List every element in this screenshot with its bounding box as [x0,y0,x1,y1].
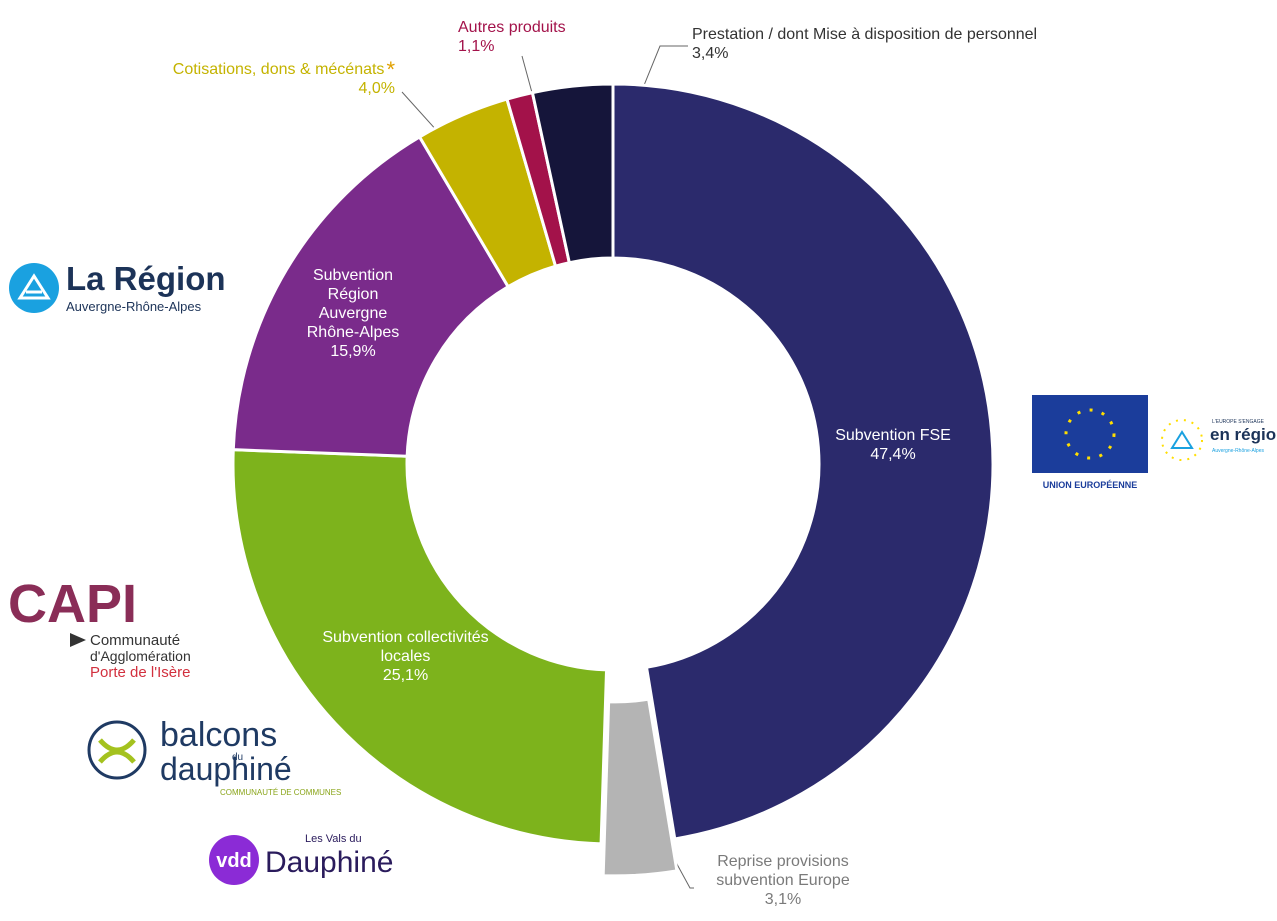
slice [601,697,679,878]
slice-label: Reprise provisions subvention Europe 3,1% [698,852,868,909]
logo-region: La Région Auvergne-Rhône-Alpes [9,260,226,314]
logo-text: Communauté [90,632,180,649]
logo-text: en région [1210,425,1277,444]
logo-capi: CAPI Communauté d'Agglomération Porte de… [8,574,191,681]
label-value: 4,0% [358,80,395,97]
logo-icon [209,835,259,885]
logo-icon [98,738,136,764]
logo-text: vdd [216,850,252,872]
logo-text: balcons [160,716,277,754]
logo-text: Dauphiné [265,846,393,879]
label-value: 1,1% [458,38,495,55]
logo-text: La Région [66,260,226,297]
logo-text: Auvergne-Rhône-Alpes [66,299,202,314]
label-value: 47,4% [870,446,916,463]
logo-text: d'Agglomération [90,648,191,664]
slice [231,448,609,846]
slice-label: Subvention collectivités locales 25,1% [318,628,493,685]
logo-icon [17,273,51,300]
label-value: 3,1% [764,891,802,908]
label-name: Prestation / dont Mise à disposition de … [692,26,1038,43]
label-name: Subvention collectivités locales [322,629,489,665]
slice-label: Autres produits 1,1% [458,18,588,56]
logo-text: CAPI [8,574,137,634]
logo-icon [9,263,59,313]
label-value: 25,1% [382,667,429,684]
slice-label: Subvention Région Auvergne Rhône-Alpes 15… [298,266,408,361]
logo-icon [87,720,147,780]
logo-text: du [232,752,243,763]
logo-icon [1161,419,1203,461]
logo-text: COMMUNAUTÉ DE COMMUNES [220,788,341,797]
logo-text: Auvergne-Rhône-Alpes [1212,448,1264,454]
slice-label: Prestation / dont Mise à disposition de … [692,25,1162,63]
logo-vdd: vdd Les Vals du Dauphiné [209,833,393,885]
logo-eu: UNION EUROPÉENNE L'EUROPE S'ENGAGE en ré… [1032,395,1277,490]
label-name: Reprise provisions subvention Europe [716,853,850,889]
eu-flag [1032,395,1148,473]
logo-text: Porte de l'Isère [90,664,190,681]
slice-label: Subvention FSE 47,4% [823,426,963,464]
label-value: 15,9% [330,343,376,360]
slice-label: Cotisations, dons & mécénats* 4,0% [110,57,395,98]
logo-icon [1170,430,1194,449]
slice [231,134,511,458]
eu-stars [1064,408,1116,460]
annotation: * [386,57,395,82]
label-name: Cotisations, dons & mécénats [172,61,385,78]
label-name: Subvention FSE [835,427,951,444]
logo-text: dauphiné [160,751,292,787]
logo-text: UNION EUROPÉENNE [1043,480,1138,490]
label-name: Subvention Région Auvergne Rhône-Alpes [306,267,400,341]
slice [530,82,615,265]
logo-balcons: balcons du dauphiné COMMUNAUTÉ DE COMMUN… [87,716,341,797]
label-value: 3,4% [692,45,729,62]
label-name: Autres produits [458,19,566,36]
slice [611,82,995,841]
logo-icon [70,633,86,647]
logo-text: L'EUROPE S'ENGAGE [1212,419,1265,425]
logo-text: Les Vals du [305,833,362,845]
